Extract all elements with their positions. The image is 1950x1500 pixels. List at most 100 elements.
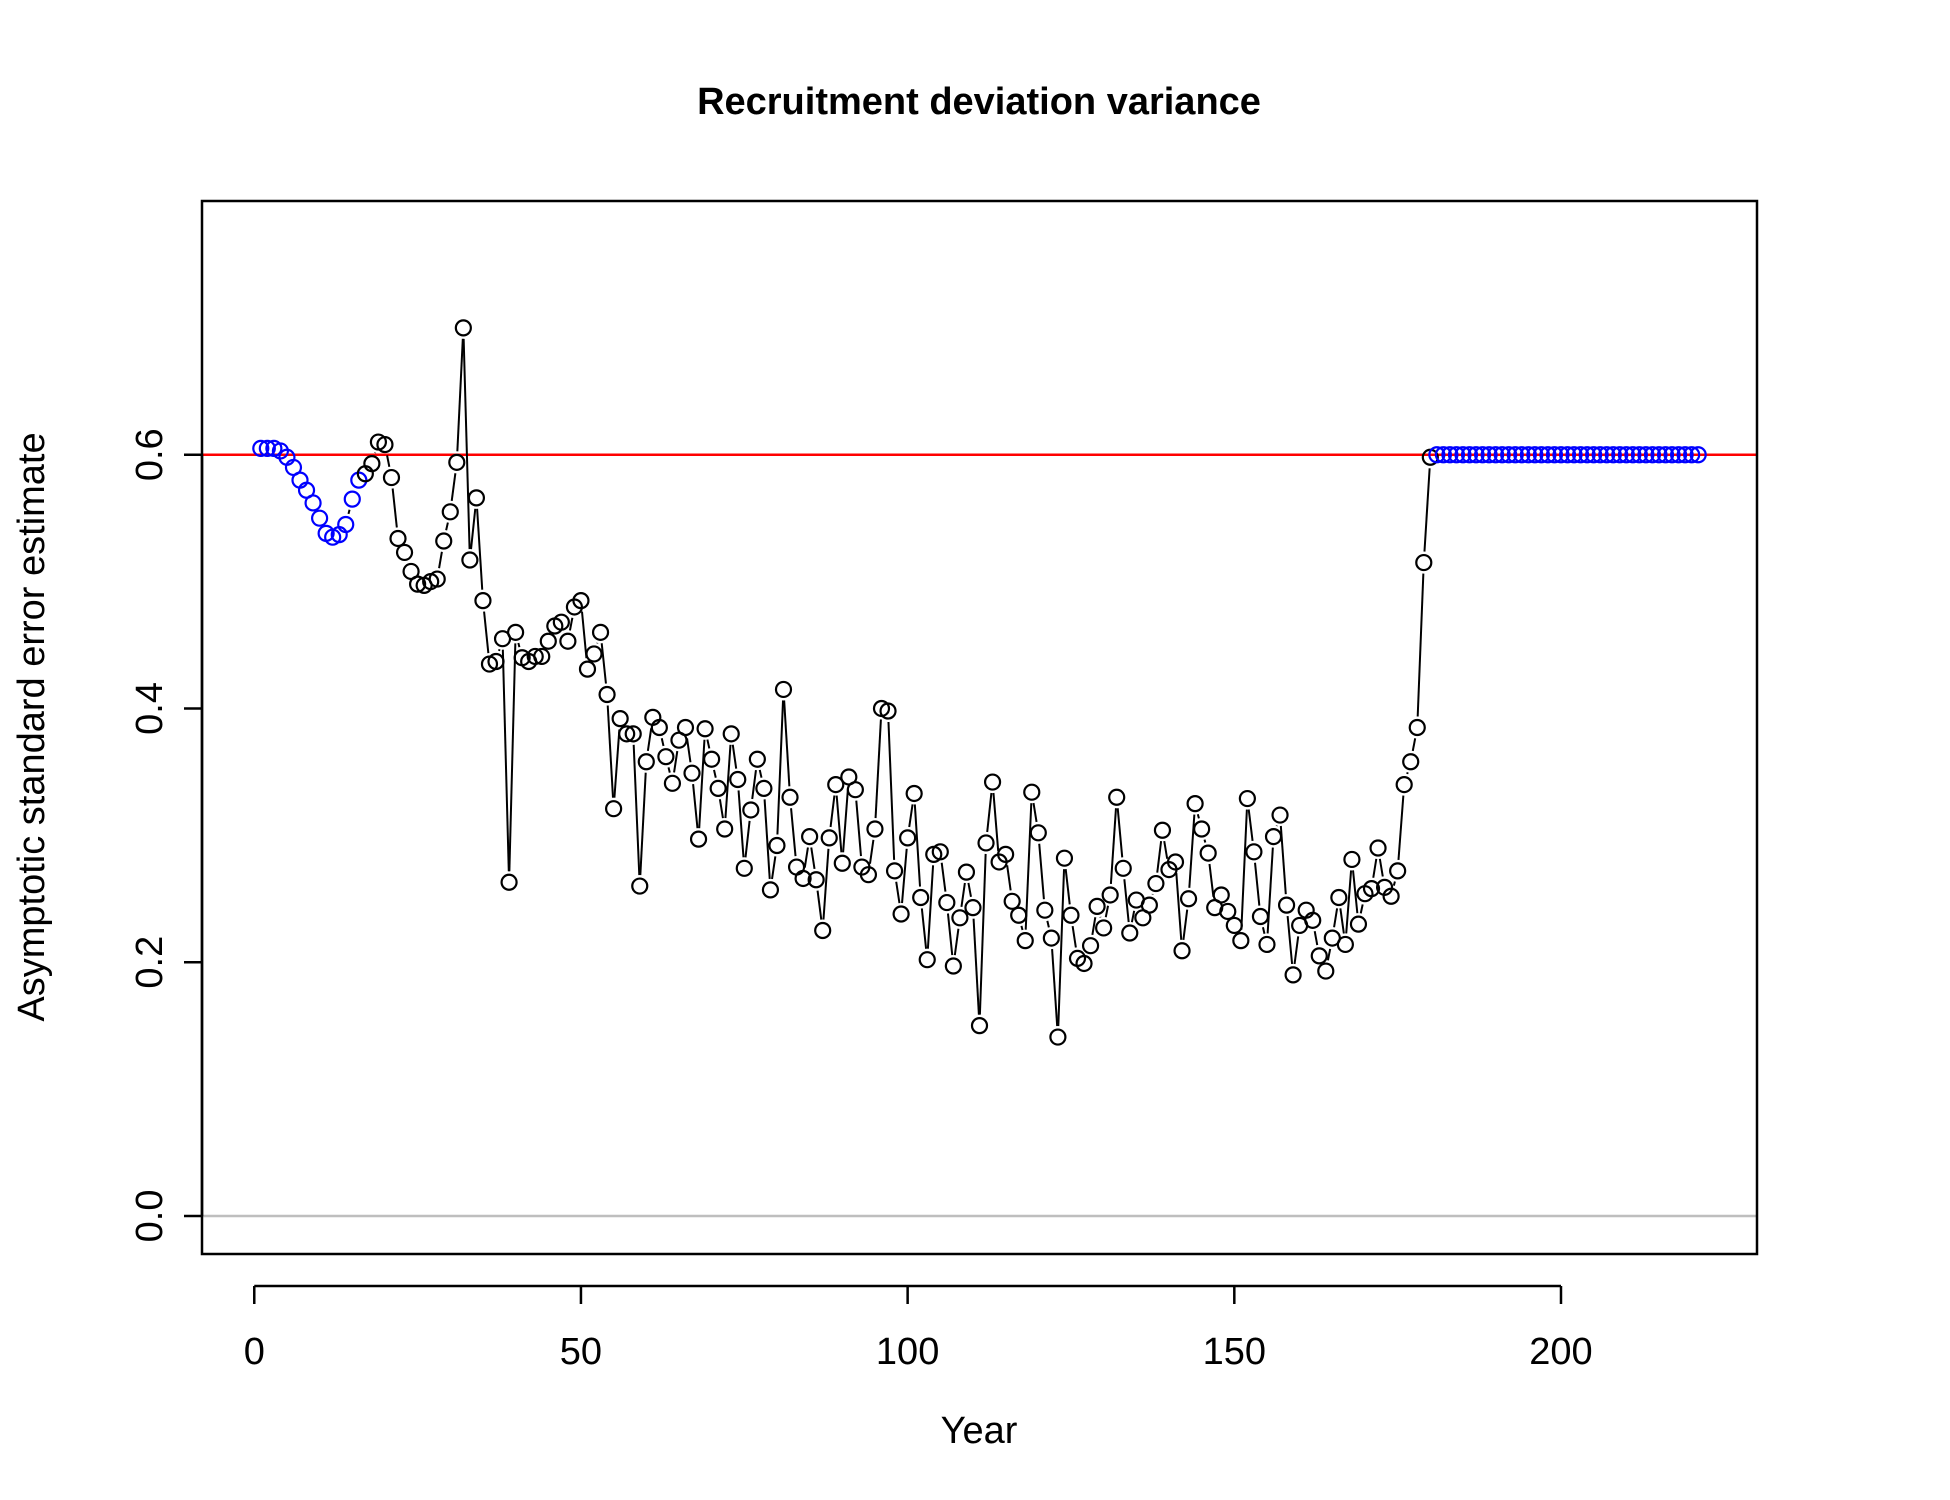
main-point (716, 820, 734, 838)
main-point (964, 899, 982, 917)
line-segment (763, 799, 771, 879)
line-segment (1038, 843, 1045, 900)
main-point (611, 710, 629, 728)
line-segment (1051, 949, 1059, 1027)
forecast-point (1500, 446, 1518, 464)
line-segment (758, 769, 763, 778)
line-segment (673, 750, 679, 773)
line-segment (913, 804, 922, 887)
line-segment (1182, 909, 1189, 940)
main-point (846, 781, 864, 799)
main-point (624, 725, 642, 743)
line-segment (639, 772, 647, 876)
main-point (912, 888, 930, 907)
line-segment (1203, 839, 1207, 843)
line-segment (1130, 910, 1136, 923)
main-point (526, 647, 544, 666)
line-segment (568, 617, 574, 631)
forecast-point (1611, 446, 1629, 464)
line-segment (1333, 908, 1339, 928)
main-point (1023, 783, 1041, 801)
main-point (1029, 824, 1047, 842)
forecast-point (1545, 446, 1564, 464)
line-segment (1109, 808, 1117, 885)
forecast-point (1480, 446, 1498, 464)
main-point (1108, 788, 1126, 806)
main-point (709, 779, 727, 797)
main-point (1330, 888, 1348, 907)
main-point (1402, 753, 1420, 771)
main-point (774, 680, 793, 699)
main-point (807, 871, 825, 889)
forecast-point (1493, 446, 1511, 464)
x-tick-label: 0 (244, 1331, 265, 1373)
line-segment (1071, 925, 1077, 948)
main-point (794, 869, 812, 888)
line-segment (731, 744, 738, 769)
main-point (572, 592, 590, 610)
main-point (1095, 919, 1113, 937)
main-point (454, 319, 472, 337)
line-segment (967, 882, 972, 898)
main-point (1310, 947, 1328, 965)
line-segment (1208, 863, 1215, 897)
line-segment (718, 799, 724, 819)
main-point (1238, 789, 1256, 808)
forecast-point (1434, 446, 1452, 464)
main-point (814, 921, 832, 940)
main-point (676, 718, 695, 737)
forecast-point (1454, 446, 1472, 464)
line-segment (347, 509, 351, 515)
forecast-point (1513, 446, 1531, 464)
main-point (787, 858, 806, 876)
line-segment (1359, 904, 1364, 914)
main-point (1121, 924, 1139, 942)
line-segment (613, 729, 621, 798)
main-point (892, 905, 910, 923)
line-segment (1326, 948, 1332, 961)
main-point (951, 909, 969, 927)
line-segment (1352, 870, 1359, 914)
forecast-point (1506, 446, 1524, 464)
main-point (591, 623, 610, 641)
line-segment (476, 508, 484, 590)
main-point (781, 788, 799, 806)
line-segment (992, 792, 1000, 852)
line-segment (1286, 915, 1294, 965)
line-segment (724, 744, 732, 819)
main-point (1114, 859, 1132, 877)
main-point (1271, 806, 1289, 824)
line-segment (1091, 917, 1097, 936)
main-point (1284, 966, 1302, 984)
line-segment (1024, 803, 1033, 930)
line-segment (1032, 802, 1038, 823)
main-point (1382, 887, 1400, 905)
main-point (1075, 954, 1093, 973)
line-segment (1254, 862, 1261, 906)
early-point (311, 509, 329, 527)
forecast-point (1630, 446, 1648, 464)
main-point (376, 435, 394, 454)
line-segment (632, 744, 641, 876)
line-segment (445, 522, 449, 531)
line-segment (386, 455, 391, 467)
line-segment (646, 728, 653, 752)
main-point (938, 893, 956, 912)
main-point (1258, 935, 1276, 954)
line-segment (744, 820, 751, 858)
forecast-point (1585, 446, 1603, 464)
main-point (977, 834, 995, 852)
line-segment (829, 795, 836, 828)
forecast-point (1552, 446, 1570, 464)
forecast-point (1683, 446, 1701, 464)
main-point (879, 702, 897, 720)
forecast-point (1598, 446, 1616, 464)
main-point (944, 957, 962, 975)
line-segment (508, 643, 517, 872)
line-segment (1372, 858, 1378, 878)
line-segment (391, 488, 398, 528)
line-segment (790, 808, 797, 857)
line-segment (501, 649, 510, 872)
line-segment (901, 848, 908, 904)
main-point (1389, 862, 1407, 880)
